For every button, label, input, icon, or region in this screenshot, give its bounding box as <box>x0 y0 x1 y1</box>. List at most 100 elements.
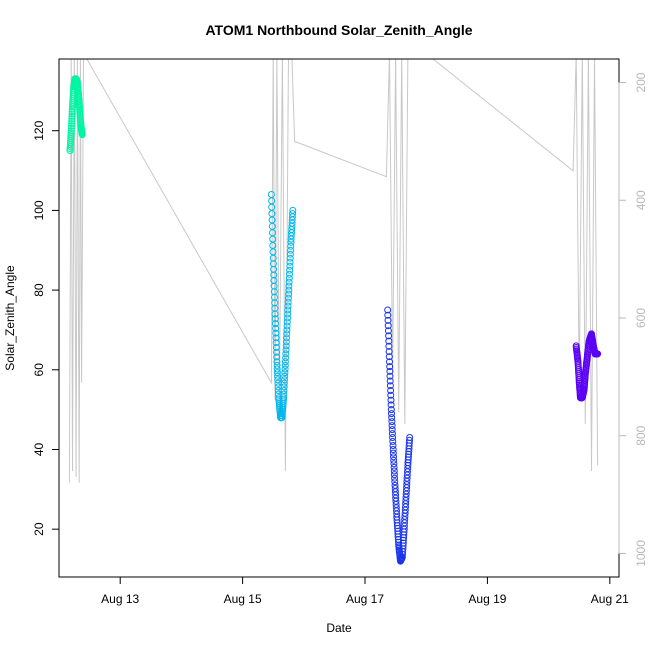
data-point <box>283 318 291 326</box>
data-point <box>406 436 413 444</box>
data-point <box>271 315 279 323</box>
data-point <box>68 122 75 130</box>
data-point <box>387 396 395 404</box>
data-point <box>391 478 399 486</box>
data-point <box>390 456 398 464</box>
data-point <box>284 294 292 302</box>
data-point <box>68 110 76 118</box>
data-point <box>282 342 290 350</box>
data-point <box>388 422 396 430</box>
data-point <box>285 286 293 294</box>
depth-trace-line <box>68 59 599 483</box>
series-3 <box>384 306 414 565</box>
data-point <box>272 324 280 332</box>
data-point <box>283 322 291 330</box>
data-point <box>389 449 397 457</box>
data-point <box>384 327 392 335</box>
data-point <box>284 314 291 322</box>
data-point <box>273 358 281 366</box>
data-point <box>390 467 398 475</box>
data-point <box>386 363 394 371</box>
data-point <box>384 322 392 330</box>
data-point <box>386 377 394 385</box>
data-point <box>281 365 289 373</box>
data-point <box>385 353 393 361</box>
data-point <box>283 326 291 334</box>
series-2 <box>267 191 297 422</box>
data-point <box>389 446 397 453</box>
plot-area <box>66 59 602 565</box>
data-point <box>384 306 392 314</box>
data-point <box>594 350 602 358</box>
data-point <box>286 250 294 258</box>
data-point <box>269 242 277 249</box>
data-point <box>388 430 396 438</box>
data-point <box>271 310 279 318</box>
data-point <box>281 372 289 380</box>
data-point <box>280 379 288 387</box>
y-tick-label: 60 <box>32 363 46 377</box>
data-point <box>274 376 282 384</box>
series-1 <box>66 75 86 155</box>
data-point <box>389 438 397 445</box>
right-tick-label: 400 <box>634 190 648 210</box>
right-tick-label: 800 <box>634 425 648 445</box>
data-point <box>273 365 281 373</box>
data-point <box>78 131 86 139</box>
data-point <box>280 390 288 398</box>
data-point <box>390 471 398 479</box>
data-point <box>390 463 398 471</box>
data-point <box>273 369 281 377</box>
data-point <box>272 334 280 342</box>
data-point <box>281 358 289 366</box>
x-tick-label: Aug 15 <box>224 592 262 606</box>
y-tick-label: 20 <box>32 522 46 536</box>
data-point <box>286 266 294 274</box>
data-point <box>285 278 293 286</box>
data-point <box>285 290 293 298</box>
data-point <box>284 310 292 318</box>
data-point <box>282 338 290 346</box>
data-point <box>284 306 292 314</box>
data-point <box>284 302 292 310</box>
data-point <box>389 442 397 449</box>
data-point <box>286 258 294 266</box>
data-point <box>272 344 280 351</box>
data-point <box>385 337 393 345</box>
data-point <box>385 332 393 340</box>
y-axis: 20 40 60 80 100 120 <box>32 120 60 536</box>
data-point <box>281 376 288 384</box>
data-point <box>68 117 76 125</box>
data-point <box>388 414 396 422</box>
data-point <box>68 120 76 128</box>
x-axis: Aug 13 Aug 15 Aug 17 Aug 19 Aug 21 <box>101 576 629 606</box>
y-tick-label: 40 <box>32 442 46 456</box>
data-point <box>388 410 395 418</box>
data-point <box>390 453 397 461</box>
y-axis-label: Solar_Zenith_Angle <box>3 265 17 371</box>
data-point <box>67 129 75 137</box>
data-point <box>287 242 295 250</box>
data-point <box>269 248 277 256</box>
data-point <box>67 124 75 132</box>
data-point <box>289 206 297 214</box>
data-point <box>68 112 76 120</box>
series-4 <box>572 330 602 402</box>
data-point <box>385 348 393 355</box>
x-tick-label: Aug 21 <box>591 592 629 606</box>
right-tick-label: 600 <box>634 308 648 328</box>
data-point <box>387 401 395 409</box>
data-point <box>386 382 394 390</box>
data-point <box>286 262 294 270</box>
data-point <box>282 346 290 354</box>
data-point <box>272 339 280 347</box>
data-point <box>406 434 414 441</box>
data-point <box>281 361 289 369</box>
plot-frame <box>58 58 620 578</box>
data-point <box>67 127 75 135</box>
data-point <box>386 367 394 375</box>
x-tick-label: Aug 17 <box>346 592 384 606</box>
data-point <box>286 254 294 262</box>
data-point <box>391 474 399 482</box>
data-point <box>280 394 288 402</box>
